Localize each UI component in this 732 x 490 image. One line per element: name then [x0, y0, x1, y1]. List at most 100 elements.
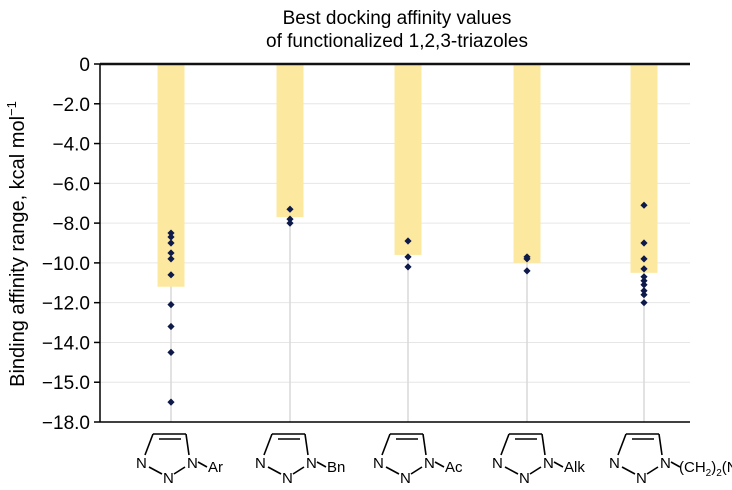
- data-point: [286, 215, 294, 223]
- triazole-structure: NNN Alk: [492, 433, 585, 487]
- ring-bond: [304, 433, 309, 456]
- nitrogen-label: N: [492, 455, 503, 472]
- data-point: [167, 233, 175, 241]
- y-axis-label: Binding affinity range, kcal mol−1: [4, 101, 29, 387]
- substituent-bond: [316, 461, 327, 468]
- nitrogen-label: N: [163, 470, 174, 487]
- data-point: [286, 219, 294, 227]
- data-point: [523, 255, 531, 263]
- bars: [157, 64, 658, 287]
- y-axis-label-superscript: −1: [4, 101, 19, 116]
- triazole-structure: NNN(CH2)2(NR2): [609, 433, 732, 487]
- chart-title: Best docking affinity values of function…: [266, 8, 528, 52]
- data-point: [167, 249, 175, 257]
- substituent-label: Ar: [208, 459, 223, 476]
- data-point: [167, 398, 175, 406]
- ring-bond: [185, 433, 190, 456]
- substituent-label: Bn: [327, 459, 345, 476]
- data-point: [404, 253, 412, 261]
- ring-bond: [410, 466, 423, 475]
- y-tick-label: 0: [79, 55, 90, 76]
- y-tick-label: −15.0: [42, 373, 90, 394]
- substituent-bond: [197, 461, 208, 468]
- y-tick-label: −14.0: [42, 333, 90, 354]
- data-point: [167, 301, 175, 309]
- title-line-1: Best docking affinity values: [283, 8, 512, 29]
- ring-bond: [144, 433, 154, 456]
- substituent-part: (CH: [679, 459, 706, 476]
- ring-bond: [263, 433, 273, 456]
- bar: [276, 64, 304, 218]
- y-axis-label-text: Binding affinity range, kcal mol: [7, 116, 29, 387]
- data-point: [404, 263, 412, 271]
- ring-bond: [541, 433, 546, 456]
- data-point: [404, 237, 412, 245]
- data-point: [167, 271, 175, 279]
- data-points: [167, 201, 648, 406]
- data-point: [167, 239, 175, 247]
- substituent-label: Ac: [445, 459, 463, 476]
- triazole-structure: NNN Bn: [255, 433, 345, 487]
- ring-bond: [646, 466, 659, 475]
- y-tick-labels: 0 −2.0 −4.0 −6.0 −8.0 −10.0 −12.0 −14.0 −15.0 −18…: [42, 55, 90, 434]
- data-point: [640, 299, 648, 307]
- data-point: [640, 273, 648, 281]
- bar: [394, 64, 422, 255]
- data-point: [640, 277, 648, 285]
- nitrogen-label: N: [136, 455, 147, 472]
- y-tick-label: −10.0: [42, 254, 90, 275]
- ring-bond: [385, 466, 400, 475]
- nitrogen-label: N: [187, 455, 198, 472]
- y-tick-label: −2.0: [52, 95, 90, 116]
- y-tick-label: −6.0: [52, 174, 90, 195]
- data-point: [286, 205, 294, 213]
- bar: [513, 64, 541, 263]
- data-point: [640, 287, 648, 295]
- nitrogen-label: N: [519, 470, 530, 487]
- y-tick-label: −18.0: [42, 413, 90, 434]
- ring-bond: [148, 466, 163, 475]
- ring-bond: [267, 466, 282, 475]
- ring-bond: [173, 466, 186, 475]
- data-point: [167, 348, 175, 356]
- nitrogen-label: N: [424, 455, 435, 472]
- nitrogen-label: N: [660, 455, 671, 472]
- data-point: [640, 265, 648, 273]
- nitrogen-label: N: [373, 455, 384, 472]
- triazole-structure: NNN Ac: [373, 433, 463, 487]
- substituent-bond: [553, 461, 564, 468]
- triazole-structure: NNN Ar: [136, 433, 223, 487]
- substituent-bond: [434, 461, 445, 468]
- nitrogen-label: N: [282, 470, 293, 487]
- data-point: [640, 281, 648, 289]
- nitrogen-label: N: [636, 470, 647, 487]
- data-point: [640, 239, 648, 247]
- substituent-label: Alk: [564, 459, 585, 476]
- bar: [630, 64, 658, 273]
- axes: [94, 62, 690, 423]
- substituent-label: (CH2)2(NR2): [679, 459, 732, 479]
- data-point: [523, 267, 531, 275]
- ring-bond: [292, 466, 305, 475]
- data-point: [640, 291, 648, 299]
- ring-bond: [658, 433, 663, 456]
- data-point: [167, 255, 175, 263]
- nitrogen-label: N: [255, 455, 266, 472]
- nitrogen-label: N: [543, 455, 554, 472]
- data-point: [167, 229, 175, 237]
- substituent-part: ): [711, 459, 716, 476]
- ring-bond: [504, 466, 519, 475]
- substituent-part: (NR: [722, 459, 732, 476]
- data-point: [640, 255, 648, 263]
- ring-bond: [422, 433, 427, 456]
- ring-bond: [381, 433, 391, 456]
- data-point: [167, 322, 175, 331]
- ring-bond: [621, 466, 636, 475]
- ring-bond: [500, 433, 510, 456]
- y-tick-label: −4.0: [52, 135, 90, 156]
- ring-bond: [617, 433, 627, 456]
- substituent-subscript: 2: [706, 468, 712, 479]
- substituent-bond: [670, 461, 681, 468]
- ring-bond: [529, 466, 542, 475]
